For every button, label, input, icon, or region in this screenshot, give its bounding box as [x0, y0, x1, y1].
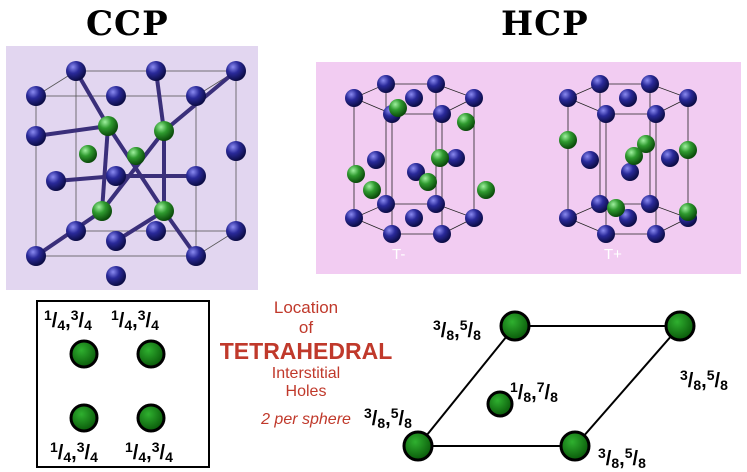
- rhombus-label-bottom-right: 3/8,5/8: [598, 445, 646, 471]
- caption-of: of: [298, 318, 314, 337]
- square-label-bottom-right: 1/4,3/4: [125, 439, 173, 465]
- ccp-projection-square: [36, 300, 210, 468]
- caption-location: Location: [273, 298, 339, 317]
- ccp-title: CCP: [86, 4, 169, 44]
- tetrahedral-caption: Location of TETRAHEDRAL Interstitial Hol…: [206, 298, 406, 429]
- hole-marker: [69, 403, 99, 433]
- caption-tetrahedral: TETRAHEDRAL: [219, 338, 393, 364]
- hcp-title: HCP: [501, 4, 589, 44]
- rhombus-label-bottom-left: 3/8,5/8: [364, 405, 412, 431]
- rhombus-label-top-left: 3/8,5/8: [433, 317, 481, 343]
- rhombus-label-center: 1/8,7/8: [510, 379, 558, 405]
- square-label-top-left: 1/4,3/4: [44, 307, 92, 333]
- ccp-structure-image: [6, 46, 258, 290]
- hole-marker: [559, 430, 591, 462]
- hcp-structure-image: T- T+: [316, 62, 741, 274]
- hcp-label-t-minus: T-: [392, 246, 406, 263]
- caption-interstitial: Interstitial: [271, 365, 341, 382]
- square-label-top-right: 1/4,3/4: [111, 307, 159, 333]
- square-label-bottom-left: 1/4,3/4: [50, 439, 98, 465]
- hcp-label-t-plus: T+: [604, 246, 622, 263]
- caption-per-sphere: 2 per sphere: [261, 411, 351, 428]
- hole-marker: [402, 430, 434, 462]
- caption-holes: Holes: [285, 383, 327, 400]
- hole-marker: [69, 339, 99, 369]
- rhombus-label-right: 3/8,5/8: [680, 367, 728, 393]
- hole-marker: [136, 403, 166, 433]
- hole-marker: [499, 310, 531, 342]
- hole-marker: [486, 390, 514, 418]
- hole-marker: [664, 310, 696, 342]
- hcp-projection-rhombus: [390, 300, 710, 470]
- hole-marker: [136, 339, 166, 369]
